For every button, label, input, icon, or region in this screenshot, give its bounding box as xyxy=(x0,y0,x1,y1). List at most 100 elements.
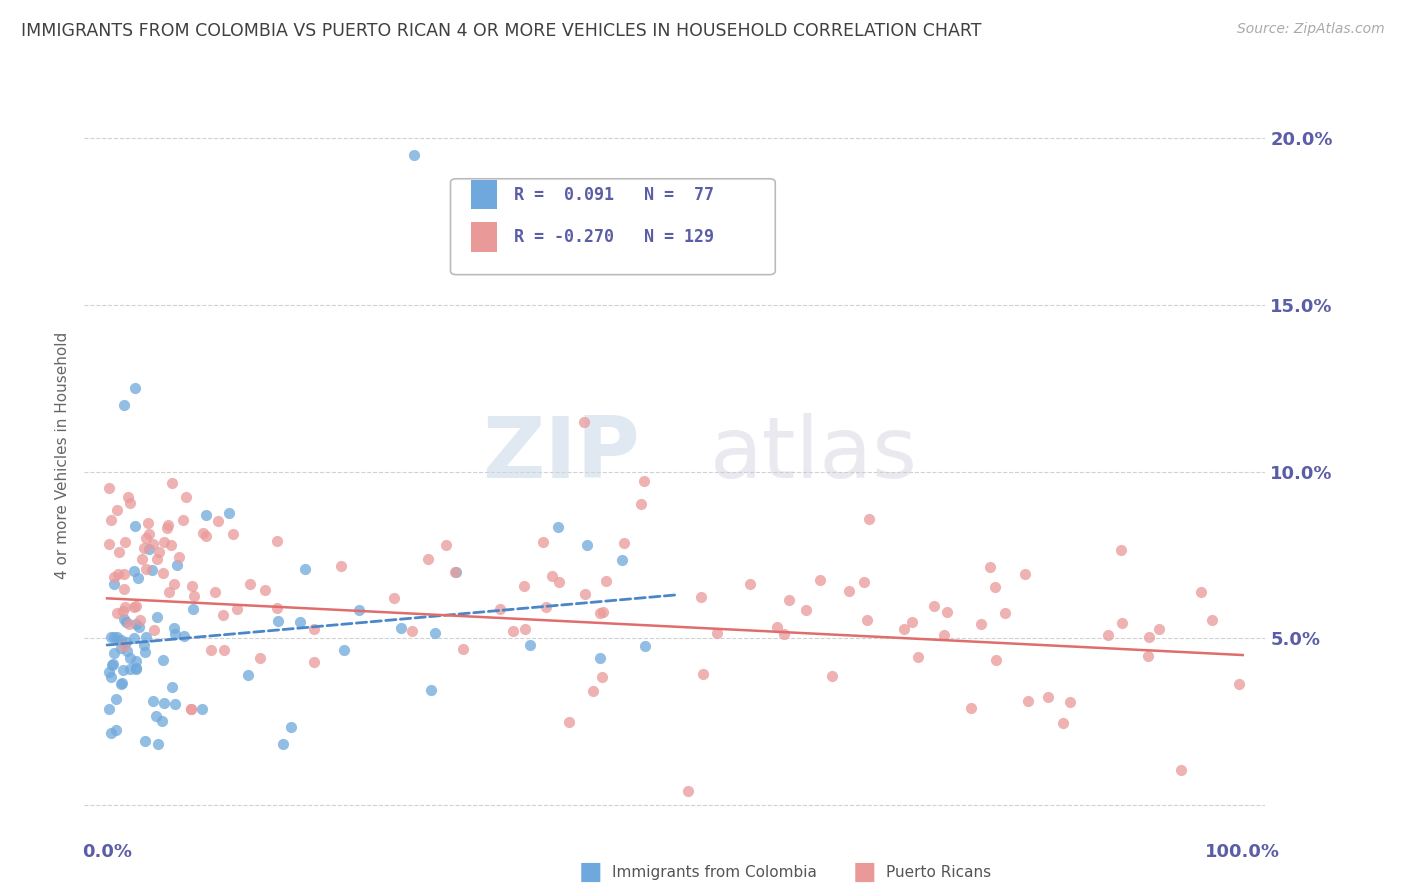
Point xyxy=(984,580,1007,594)
Point xyxy=(633,474,655,488)
Point xyxy=(936,605,959,619)
Point xyxy=(765,620,787,634)
Point xyxy=(634,639,657,653)
Point xyxy=(163,576,186,591)
Point xyxy=(173,629,195,643)
Point xyxy=(280,720,302,734)
Point xyxy=(150,714,173,728)
Text: ZIP: ZIP xyxy=(482,413,640,497)
Point xyxy=(692,666,714,681)
Point xyxy=(195,508,218,523)
Point xyxy=(98,665,121,679)
Point xyxy=(183,589,205,603)
Point xyxy=(172,513,194,527)
Point xyxy=(118,496,141,510)
Point xyxy=(333,643,356,657)
Point xyxy=(558,714,581,729)
Point xyxy=(402,147,425,161)
Point xyxy=(401,624,423,638)
Point xyxy=(451,642,474,657)
Point xyxy=(576,538,599,552)
Point xyxy=(112,398,135,412)
Point xyxy=(959,700,981,714)
Point xyxy=(145,709,167,723)
Point xyxy=(115,643,138,657)
Point xyxy=(613,536,636,550)
Text: R = -0.270   N = 129: R = -0.270 N = 129 xyxy=(515,228,714,246)
Point xyxy=(124,564,146,578)
Point xyxy=(218,506,240,520)
Point xyxy=(117,491,139,505)
Point xyxy=(191,526,214,541)
Point xyxy=(110,677,132,691)
Bar xyxy=(471,180,496,210)
Point xyxy=(125,617,148,632)
Point xyxy=(105,606,128,620)
Point xyxy=(994,606,1017,620)
Point xyxy=(1111,615,1133,630)
Point xyxy=(382,591,405,606)
Point xyxy=(1097,628,1119,642)
Point xyxy=(901,615,924,629)
Point xyxy=(160,680,183,694)
Point xyxy=(104,723,127,738)
Point xyxy=(772,627,794,641)
Point xyxy=(1052,716,1074,731)
Point xyxy=(253,583,276,598)
Point xyxy=(114,615,136,629)
Point xyxy=(592,605,614,619)
Point xyxy=(138,527,160,541)
Point xyxy=(98,537,121,551)
Point xyxy=(134,541,156,556)
Point xyxy=(153,696,176,710)
Point xyxy=(181,602,204,616)
Point xyxy=(125,661,148,675)
Point xyxy=(1189,584,1212,599)
Point xyxy=(1038,690,1060,704)
Point xyxy=(124,381,146,395)
Point xyxy=(110,632,132,647)
Point xyxy=(114,535,136,549)
Point xyxy=(420,683,443,698)
Point xyxy=(152,566,174,581)
Point xyxy=(100,513,122,527)
Point xyxy=(1137,630,1160,644)
Point xyxy=(932,628,955,642)
Point xyxy=(148,544,170,558)
Point xyxy=(222,527,245,541)
Point xyxy=(122,599,145,614)
Point xyxy=(444,565,467,579)
Point xyxy=(1059,695,1081,709)
Point xyxy=(122,631,145,645)
Point xyxy=(1147,622,1170,636)
Point xyxy=(132,638,155,652)
Point xyxy=(434,538,457,552)
Point xyxy=(174,490,197,504)
Point xyxy=(488,602,510,616)
Point xyxy=(572,415,595,429)
Point xyxy=(589,651,612,665)
Point xyxy=(103,569,125,583)
Point xyxy=(103,630,125,644)
Point xyxy=(200,642,222,657)
Point xyxy=(136,516,159,531)
Text: atlas: atlas xyxy=(710,413,918,497)
Point xyxy=(1227,676,1250,690)
Point xyxy=(118,662,141,676)
Point xyxy=(302,655,325,669)
Point xyxy=(134,733,156,747)
Point xyxy=(225,602,247,616)
Point xyxy=(156,521,179,535)
Point xyxy=(979,560,1001,574)
Point xyxy=(146,737,169,751)
Point xyxy=(160,538,183,552)
Point xyxy=(112,612,135,626)
Point xyxy=(821,669,844,683)
Point xyxy=(105,630,128,644)
Point xyxy=(180,702,202,716)
Point xyxy=(986,653,1008,667)
Point xyxy=(146,610,169,624)
Point xyxy=(128,620,150,634)
Point xyxy=(1014,567,1036,582)
Point xyxy=(114,600,136,615)
